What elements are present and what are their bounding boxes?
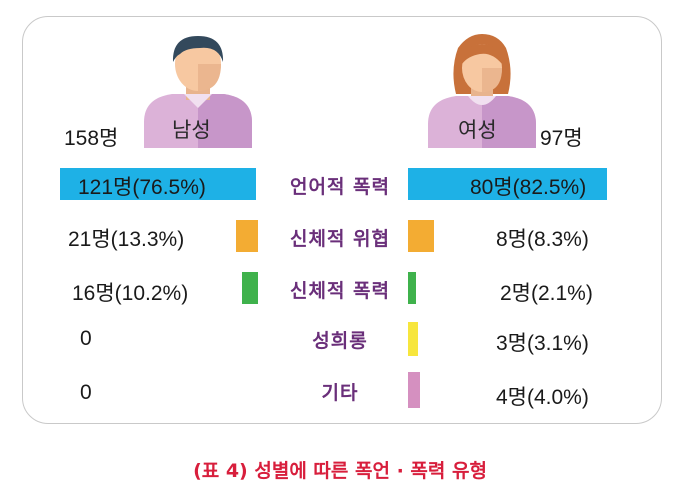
female-bar-verbal <box>408 168 607 200</box>
female-bar-physical <box>408 272 416 304</box>
male-bar-verbal <box>60 168 256 200</box>
chart-panel <box>22 16 662 424</box>
category-verbal: 언어적 폭력 <box>289 176 390 198</box>
male-label-verbal: 121명(76.5%) <box>78 176 206 199</box>
category-threat: 신체적 위협 <box>289 228 390 250</box>
female-label-physical: 2명(2.1%) <box>500 282 593 305</box>
male-label: 남성 <box>172 118 211 142</box>
male-bar-threat <box>236 220 258 252</box>
female-label: 여성 <box>458 118 497 142</box>
female-person-icon <box>428 34 536 148</box>
female-bar-harassment <box>408 322 418 356</box>
female-total: 97명 <box>540 127 583 150</box>
category-harassment: 성희롱 <box>312 330 368 352</box>
chart-caption: (표 4) 성별에 따른 폭언 · 폭력 유형 <box>193 460 487 482</box>
male-person-icon <box>144 36 252 148</box>
female-label-verbal: 80명(82.5%) <box>470 176 587 199</box>
female-label-harassment: 3명(3.1%) <box>496 332 589 355</box>
female-bar-threat <box>408 220 434 252</box>
female-label-other: 4명(4.0%) <box>496 386 589 409</box>
male-bar-physical <box>242 272 258 304</box>
female-bar-other <box>408 372 420 408</box>
male-label-harassment: 0 <box>80 327 92 350</box>
category-other: 기타 <box>321 382 359 404</box>
male-label-threat: 21명(13.3%) <box>68 228 185 251</box>
female-label-threat: 8명(8.3%) <box>496 228 589 251</box>
male-total: 158명 <box>64 127 119 150</box>
male-label-physical: 16명(10.2%) <box>72 282 189 305</box>
category-physical: 신체적 폭력 <box>289 280 390 302</box>
male-label-other: 0 <box>80 381 92 404</box>
